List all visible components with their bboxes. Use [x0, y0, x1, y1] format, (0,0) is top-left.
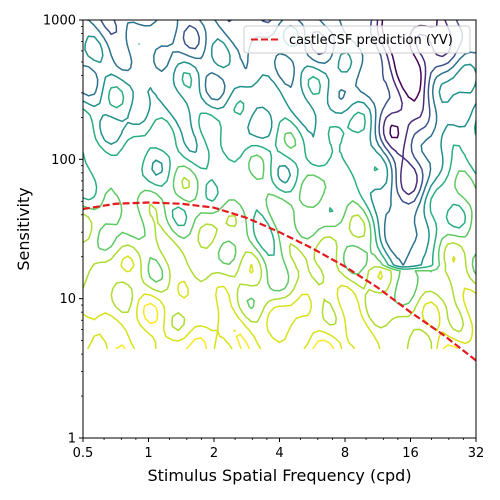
x-tick-label: 2 [210, 446, 218, 461]
x-tick-label: 16 [402, 446, 419, 461]
x-tick-label: 4 [275, 446, 283, 461]
y-tick-label: 1 [68, 432, 76, 447]
y-tick-label: 100 [51, 153, 76, 168]
y-tick-label: 1000 [43, 14, 76, 29]
x-axis: 0.5 1 2 4 8 16 32 [73, 438, 485, 461]
x-tick-label: 8 [341, 446, 349, 461]
x-tick-label: 32 [468, 446, 485, 461]
y-tick-label: 10 [59, 292, 76, 307]
y-axis: 1 10 100 1000 [43, 14, 83, 447]
y-axis-label: Sensitivity [14, 187, 33, 270]
x-axis-label: Stimulus Spatial Frequency (cpd) [147, 466, 411, 485]
x-tick-label: 0.5 [73, 446, 94, 461]
plot-background [83, 20, 476, 438]
legend: castleCSF prediction (YV) [244, 26, 470, 53]
x-tick-label: 1 [144, 446, 152, 461]
legend-label: castleCSF prediction (YV) [289, 33, 453, 48]
